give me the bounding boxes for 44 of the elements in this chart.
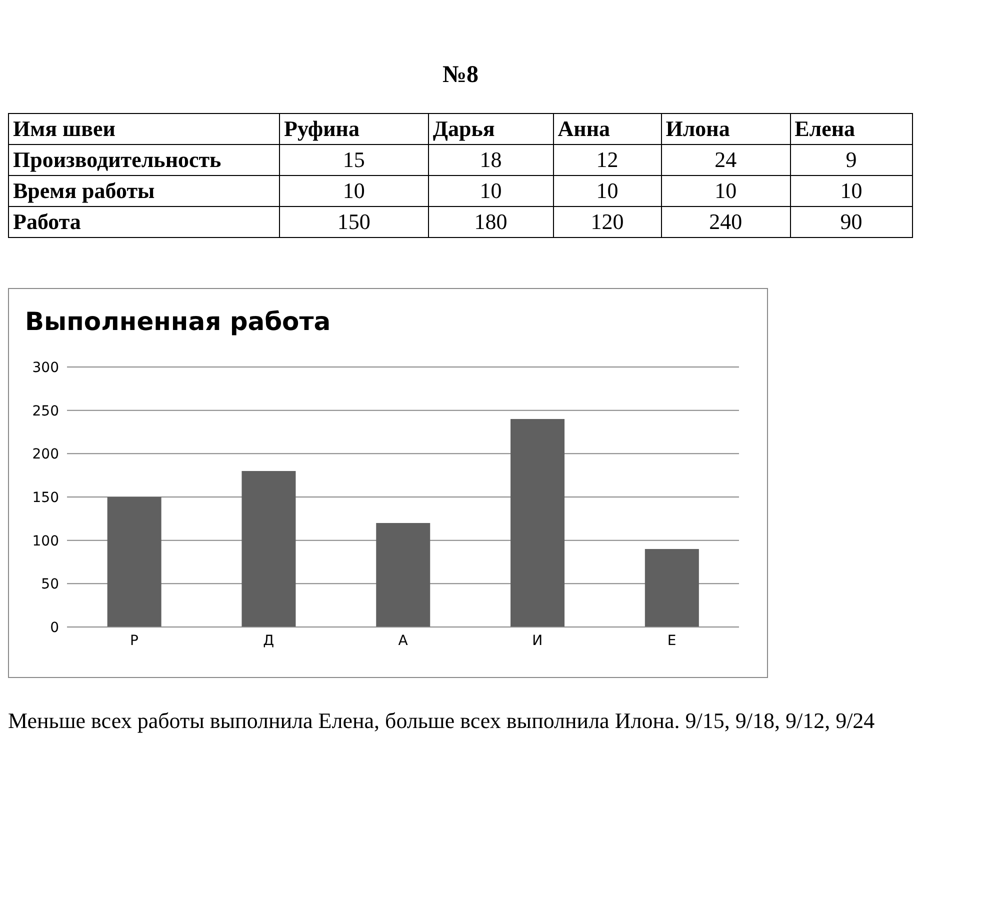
text: Имя швеи xyxy=(8,114,280,144)
y-tick-label: 150 xyxy=(32,490,59,506)
bar xyxy=(644,549,699,627)
y-tick-label: 100 xyxy=(32,533,59,550)
data-label: 10 xyxy=(428,176,554,206)
y-tick-label: 0 xyxy=(50,620,59,636)
x-tick-label: И xyxy=(532,632,543,649)
category-label: Илона xyxy=(661,114,790,144)
x-tick-label: Е xyxy=(667,632,676,649)
y-tick-label: 200 xyxy=(32,446,59,463)
x-tick-label: Д xyxy=(263,632,274,649)
data-label: 10 xyxy=(553,176,662,206)
bar xyxy=(242,471,296,627)
data-label: 240 xyxy=(661,206,790,238)
x-tick-label: А xyxy=(398,632,408,649)
data-label: 90 xyxy=(790,206,912,238)
data-label: 24 xyxy=(661,144,790,176)
text: Работа xyxy=(8,206,280,238)
data-label: 9 xyxy=(790,144,912,176)
category-label: Руфина xyxy=(280,114,428,144)
y-tick-label: 250 xyxy=(32,403,59,420)
category-label: Дарья xyxy=(428,114,554,144)
y-tick-label: 50 xyxy=(41,576,59,593)
data-label: 180 xyxy=(428,206,554,238)
category-label: Елена xyxy=(790,114,912,144)
data-label: 10 xyxy=(790,176,912,206)
chart-title: Выполненная работа xyxy=(25,307,331,336)
text: Производительность xyxy=(8,144,280,176)
x-tick-label: Р xyxy=(130,632,138,649)
text: Время работы xyxy=(8,176,280,206)
bar xyxy=(376,523,430,627)
bar xyxy=(107,497,162,627)
y-tick-label: 300 xyxy=(32,360,59,376)
data-label: 18 xyxy=(428,144,554,176)
text: №8 xyxy=(441,62,480,89)
data-label: 10 xyxy=(661,176,790,206)
data-label: 12 xyxy=(553,144,662,176)
bar xyxy=(510,419,565,627)
data-label: 15 xyxy=(280,144,428,176)
data-label: 150 xyxy=(280,206,428,238)
data-label: 120 xyxy=(553,206,662,238)
category-label: Анна xyxy=(553,114,662,144)
data-label: 10 xyxy=(280,176,428,206)
text: Меньше всех работы выполнила Елена, больше всех выполнила Илона. 9/15, 9/18, 9/12, 9/24 xyxy=(8,708,876,734)
